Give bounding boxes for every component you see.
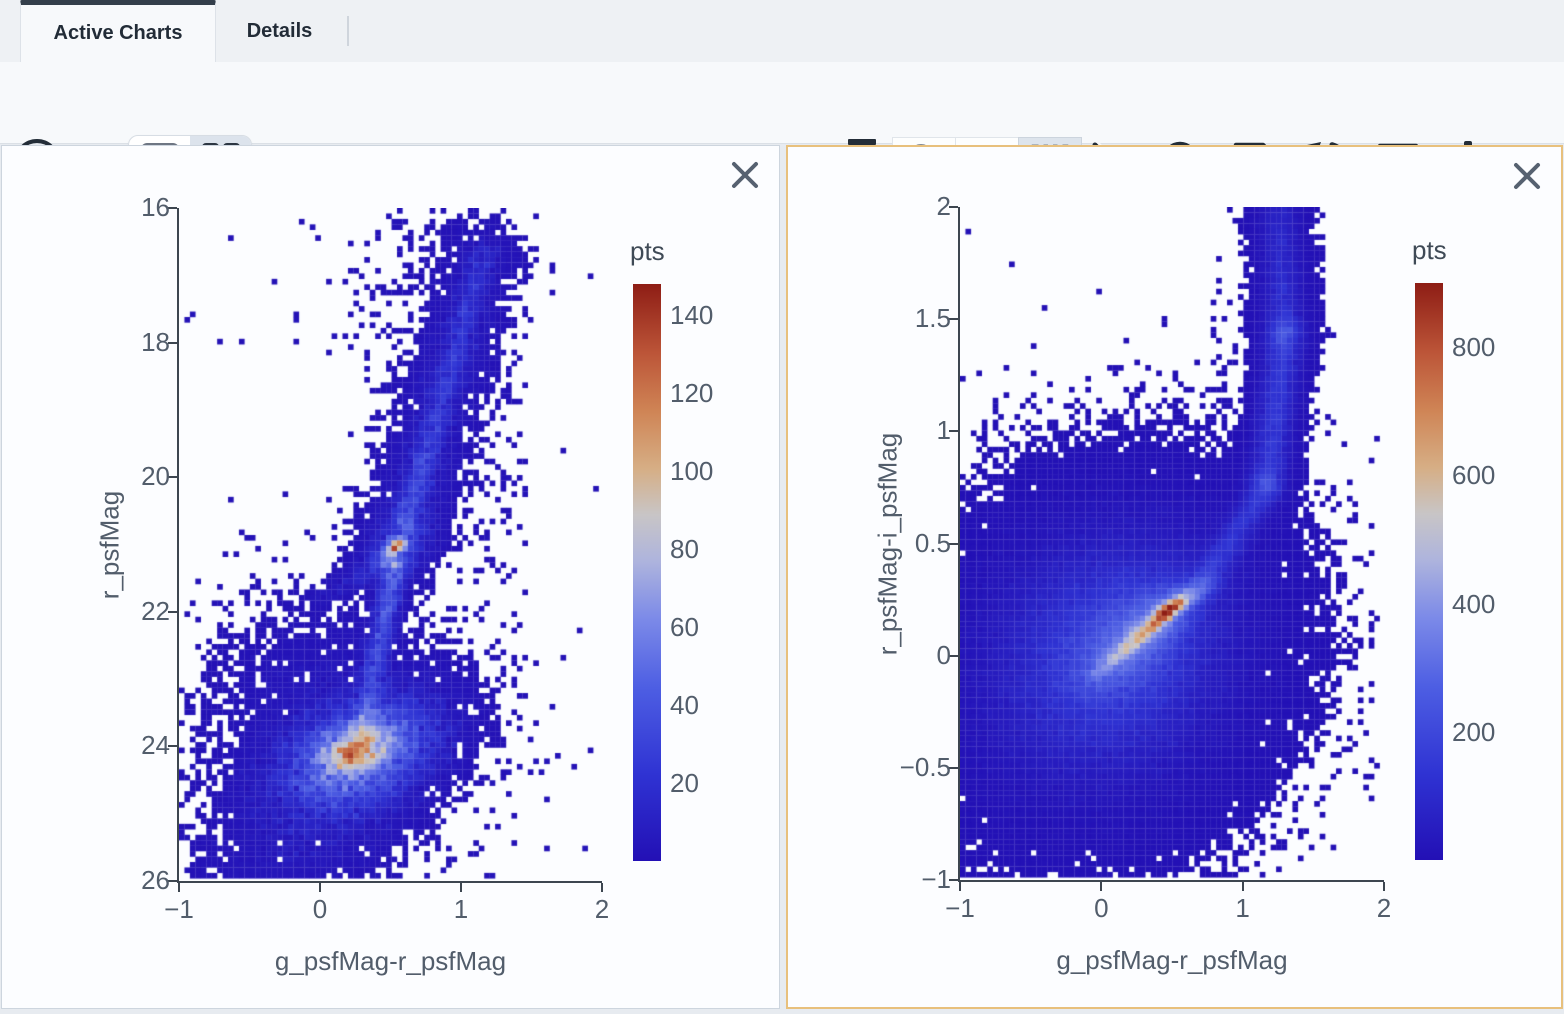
y-tick-mark [949, 206, 958, 208]
colorbar-tick-label: 40 [670, 690, 699, 721]
colorbar-tick-label: 200 [1452, 716, 1496, 747]
x-tick-mark [1383, 882, 1385, 891]
x-tick-label: 0 [1094, 893, 1109, 923]
y-tick-mark [949, 542, 958, 545]
y-tick-label: 20 [141, 461, 170, 492]
y-tick-mark [949, 766, 958, 769]
x-tick-mark [178, 883, 180, 892]
y-axis-title: r_psfMag-i_psfMag [872, 432, 903, 655]
x-tick-mark [601, 883, 603, 892]
y-tick-mark [949, 879, 958, 881]
y-tick-label: 2 [936, 191, 951, 221]
tab-active-charts[interactable]: Active Charts [20, 0, 216, 62]
colorbar-title: pts [630, 236, 665, 266]
x-tick-label: −1 [945, 893, 975, 923]
y-tick-label: 18 [141, 326, 170, 357]
x-tick-mark [959, 882, 961, 891]
tab-separator [347, 16, 349, 46]
x-tick-label: 2 [594, 894, 610, 924]
y-axis-line [958, 207, 960, 882]
x-tick-mark [1100, 882, 1103, 891]
y-tick-label: 0 [936, 639, 951, 670]
y-tick-mark [168, 207, 177, 209]
close-chart-icon[interactable] [729, 159, 761, 191]
chart-panel-color-color[interactable]: r_psfMag-i_psfMag g_psfMag-r_psfMag pts … [786, 145, 1563, 1009]
x-axis-title: g_psfMag-r_psfMag [1056, 945, 1288, 975]
heatmap-plot[interactable] [179, 208, 602, 881]
y-tick-label: 22 [141, 595, 170, 626]
y-tick-label: 24 [141, 730, 170, 761]
x-tick-label: 0 [312, 894, 328, 924]
x-axis-line [177, 881, 602, 883]
colorbar-tick-label: 600 [1452, 460, 1496, 491]
y-axis-line [177, 208, 179, 883]
tab-active-charts-label: Active Charts [53, 22, 183, 44]
colorbar-tick-label: 20 [670, 768, 699, 799]
tab-details[interactable]: Details [217, 0, 342, 62]
x-axis-line [958, 880, 1384, 882]
y-tick-mark [949, 430, 958, 433]
y-tick-label: 16 [141, 192, 170, 222]
x-tick-mark [319, 883, 321, 892]
colorbar-tick-label: 400 [1452, 588, 1496, 619]
colorbar-title: pts [1412, 235, 1447, 265]
x-tick-label: 1 [453, 894, 469, 924]
chart-panel-cmd[interactable]: r_psfMag g_psfMag-r_psfMag pts −1 0 1 2 16 18… [1, 145, 780, 1009]
y-tick-mark [168, 610, 177, 613]
y-tick-label: 26 [141, 865, 170, 895]
tab-bar: Active Charts Details [0, 0, 1564, 62]
y-tick-label: 0.5 [914, 527, 951, 558]
x-tick-mark [1241, 882, 1244, 891]
y-axis-title: r_psfMag [94, 490, 125, 599]
x-tick-label: 2 [1376, 893, 1392, 923]
y-tick-mark [949, 318, 958, 321]
heatmap-plot[interactable] [960, 207, 1384, 880]
tab-details-label: Details [246, 19, 313, 42]
x-tick-label: −1 [164, 894, 194, 924]
x-tick-mark [460, 883, 462, 892]
y-tick-label: −1 [921, 864, 951, 894]
chart-toolbar: 1X [0, 62, 1564, 194]
colorbar-tick-label: 800 [1452, 332, 1496, 363]
close-chart-icon[interactable] [1511, 160, 1543, 192]
y-tick-label: 1 [936, 415, 951, 446]
x-axis-title: g_psfMag-r_psfMag [274, 946, 507, 976]
colorbar-tick-label: 100 [670, 456, 714, 487]
y-tick-mark [949, 654, 958, 657]
colorbar-tick-label: 60 [670, 612, 699, 643]
colorbar [633, 284, 661, 861]
y-tick-mark [168, 476, 177, 479]
y-tick-mark [168, 341, 177, 344]
colorbar-tick-label: 80 [670, 534, 699, 565]
colorbar-tick-label: 120 [670, 378, 714, 409]
colorbar [1415, 283, 1443, 860]
y-tick-label: −0.5 [899, 751, 951, 782]
x-tick-label: 1 [1235, 893, 1250, 923]
y-tick-mark [168, 745, 177, 748]
y-tick-mark [168, 880, 177, 882]
colorbar-tick-label: 140 [670, 300, 714, 331]
y-tick-label: 1.5 [914, 303, 951, 334]
